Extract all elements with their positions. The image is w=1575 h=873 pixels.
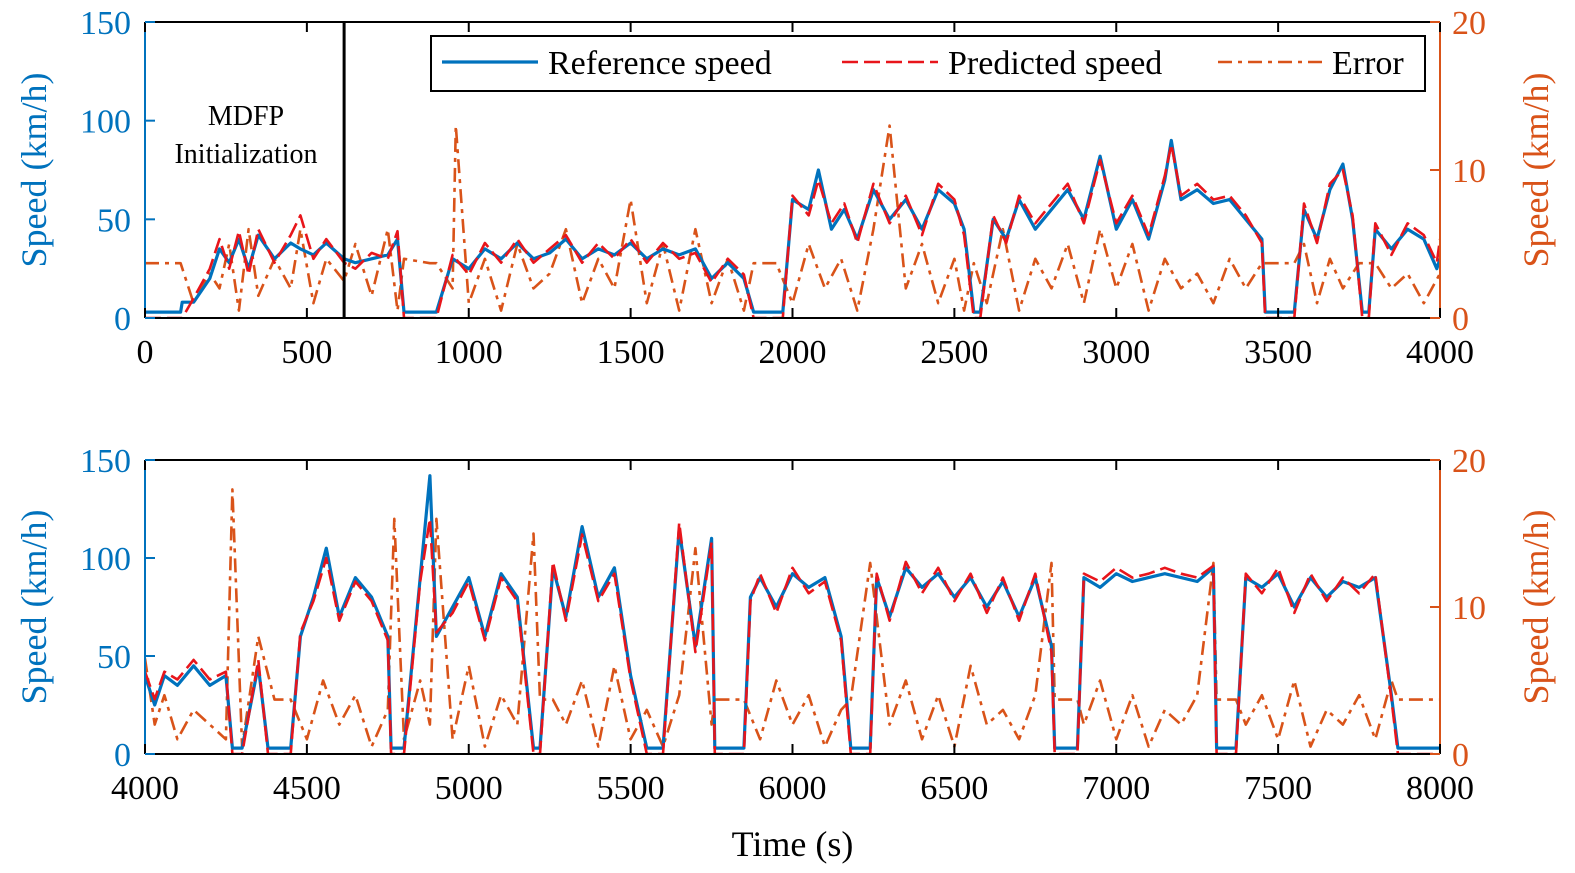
series-line-predicted xyxy=(145,517,1440,754)
x-tick-label: 2500 xyxy=(920,334,988,371)
x-tick-label: 3000 xyxy=(1082,334,1150,371)
series-group xyxy=(145,124,1440,318)
y-left-tick-label: 0 xyxy=(114,737,131,774)
series-line-predicted xyxy=(145,143,1440,318)
y-left-tick-label: 150 xyxy=(80,5,131,42)
y-left-tick-label: 150 xyxy=(80,443,131,480)
x-tick-label: 3500 xyxy=(1244,334,1312,371)
y-left-tick-label: 0 xyxy=(114,301,131,338)
series-line-error xyxy=(145,124,1440,312)
series-line-reference xyxy=(145,138,1440,314)
x-tick-label: 5500 xyxy=(597,770,665,807)
y-axis-left-label: Speed (km/h) xyxy=(14,510,54,705)
x-tick-label: 6000 xyxy=(759,770,827,807)
x-axis-label: Time (s) xyxy=(732,824,854,864)
series-line-reference xyxy=(145,474,1440,750)
legend-label-reference: Reference speed xyxy=(548,45,772,82)
x-tick-label: 4000 xyxy=(111,770,179,807)
annotation-text-line: MDFP xyxy=(208,101,284,132)
series-group xyxy=(145,474,1440,754)
x-tick-label: 0 xyxy=(137,334,154,371)
y-left-tick-label: 100 xyxy=(80,104,131,141)
legend: Reference speed Predicted speed Error xyxy=(430,35,1426,92)
legend-label-predicted: Predicted speed xyxy=(948,45,1162,82)
y-right-tick-label: 20 xyxy=(1452,5,1486,42)
y-axis-right-label: Speed (km/h) xyxy=(1516,73,1556,268)
legend-label-error: Error xyxy=(1332,45,1404,82)
x-tick-label: 7000 xyxy=(1082,770,1150,807)
x-tick-label: 4500 xyxy=(273,770,341,807)
x-tick-label: 1000 xyxy=(435,334,503,371)
legend-box xyxy=(430,35,1426,92)
y-axis-right-label: Speed (km/h) xyxy=(1516,510,1556,705)
y-left-tick-label: 50 xyxy=(97,202,131,239)
annotation-text-line: Initialization xyxy=(174,139,317,170)
x-tick-label: 8000 xyxy=(1406,770,1474,807)
y-right-tick-label: 0 xyxy=(1452,737,1469,774)
y-left-tick-label: 100 xyxy=(80,541,131,578)
y-left-tick-label: 50 xyxy=(97,639,131,676)
x-tick-label: 7500 xyxy=(1244,770,1312,807)
x-tick-label: 6500 xyxy=(920,770,988,807)
x-tick-label: 2000 xyxy=(759,334,827,371)
x-tick-label: 500 xyxy=(281,334,332,371)
x-tick-label: 1500 xyxy=(597,334,665,371)
y-right-tick-label: 0 xyxy=(1452,301,1469,338)
x-tick-label: 4000 xyxy=(1406,334,1474,371)
y-right-tick-label: 20 xyxy=(1452,443,1486,480)
y-right-tick-label: 10 xyxy=(1452,153,1486,190)
y-right-tick-label: 10 xyxy=(1452,590,1486,627)
x-tick-label: 5000 xyxy=(435,770,503,807)
y-axis-left-label: Speed (km/h) xyxy=(14,73,54,268)
panel-2: 4000 4500 5000 5500 6000 6500 7000 7500 80000501… xyxy=(14,443,1556,864)
